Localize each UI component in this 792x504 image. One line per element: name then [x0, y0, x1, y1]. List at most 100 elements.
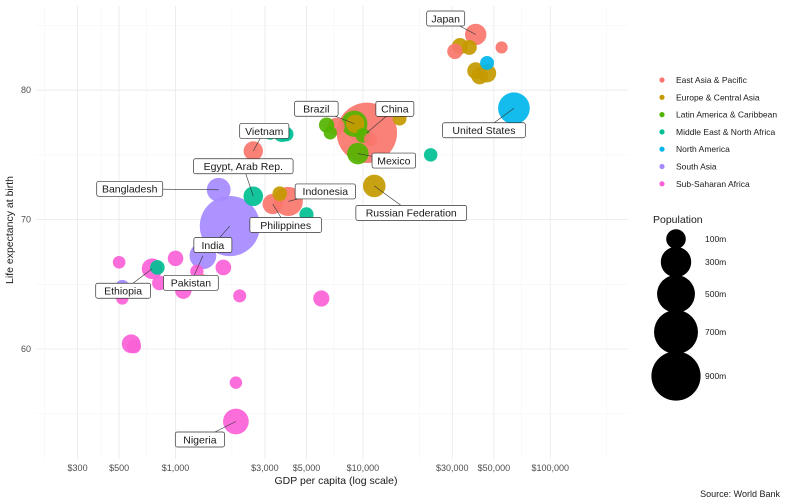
country-label: China	[366, 100, 415, 134]
y-tick-label: 80	[21, 85, 31, 95]
x-tick-label: $300	[68, 463, 88, 473]
country-label: Bangladesh	[96, 180, 219, 197]
label-box	[355, 205, 468, 221]
label-text: Vietnam	[245, 126, 284, 138]
data-point-mexico	[347, 142, 369, 165]
country-label: United States	[442, 108, 526, 139]
label-box	[294, 100, 339, 117]
size-legend-circle	[654, 310, 698, 354]
source-caption: Source: World Bank	[700, 489, 780, 499]
data-point	[272, 186, 288, 201]
data-point	[126, 339, 141, 354]
data-point	[152, 275, 167, 291]
label-text: India	[201, 240, 224, 252]
size-legend-label: 100m	[705, 234, 726, 244]
label-text: Russian Federation	[366, 208, 457, 220]
size-legend-label: 300m	[705, 257, 726, 267]
label-box	[371, 152, 417, 169]
label-text: Ethiopia	[104, 286, 142, 298]
legend-label: Middle East & North Africa	[676, 127, 775, 137]
country-label: India	[193, 225, 233, 253]
label-box	[426, 10, 466, 27]
label-box	[442, 122, 526, 139]
label-box	[193, 158, 294, 175]
legend-swatch	[659, 77, 665, 83]
label-text: China	[381, 104, 409, 116]
data-point	[323, 126, 337, 140]
y-tick-label: 70	[21, 215, 31, 225]
label-box	[174, 431, 225, 448]
label-text: Indonesia	[303, 186, 349, 198]
legend-label: East Asia & Pacific	[676, 75, 748, 85]
legend-swatch	[659, 94, 665, 100]
data-point	[461, 39, 477, 55]
axes: $300 $500 $1,000 $3,000 $5,000 $10,000 $30,000…	[21, 85, 569, 473]
size-legend-label: 700m	[705, 327, 726, 337]
size-legend-circle	[666, 229, 686, 249]
legend-label: Latin America & Caribbean	[676, 110, 777, 120]
country-label: Vietnam	[239, 123, 290, 152]
size-legend-circle	[657, 275, 695, 313]
data-point	[167, 250, 184, 267]
label-text: Mexico	[377, 155, 410, 167]
legend-label: Sub-Saharan Africa	[676, 179, 750, 189]
label-text: Bangladesh	[102, 184, 158, 196]
data-point	[112, 255, 126, 269]
legend-swatch	[659, 163, 665, 170]
x-tick-label: $100,000	[531, 463, 569, 473]
x-tick-label: $10,000	[347, 463, 380, 473]
size-legend-circle	[660, 246, 692, 278]
label-box	[193, 237, 233, 253]
data-point	[346, 114, 365, 133]
label-text: United States	[452, 125, 515, 137]
legend-swatch	[659, 181, 665, 187]
data-point	[229, 376, 243, 389]
size-legend-circle	[651, 351, 701, 401]
data-point	[233, 289, 247, 303]
legend-swatch	[659, 146, 665, 152]
population-legend: Population 100m 300m 500m 700m 900m	[651, 214, 726, 401]
data-point	[423, 148, 438, 162]
label-text: Brazil	[303, 104, 329, 116]
label-box	[294, 183, 356, 200]
country-label: Russian Federation	[355, 185, 468, 221]
legend-swatch	[659, 129, 665, 135]
legend-swatch	[659, 112, 665, 118]
country-label: Philippines	[249, 203, 322, 233]
label-box	[163, 274, 219, 291]
data-point	[495, 41, 508, 54]
data-point	[190, 264, 204, 278]
label-text: Japan	[431, 13, 460, 25]
x-tick-label: $1,000	[162, 463, 190, 473]
label-text: Egypt, Arab Rep.	[204, 161, 283, 173]
label-text: Pakistan	[171, 278, 211, 290]
label-box	[95, 282, 151, 299]
data-point	[215, 259, 232, 276]
label-box	[239, 123, 290, 139]
label-text: Philippines	[260, 220, 311, 232]
country-label: Brazil	[294, 100, 355, 125]
x-tick-label: $5,000	[293, 463, 321, 473]
label-box	[375, 100, 415, 117]
x-tick-label: $30,000	[436, 463, 469, 473]
data-point-nigeria	[223, 408, 249, 435]
legend-label: North America	[676, 144, 730, 154]
x-tick-label: $3,000	[251, 463, 279, 473]
country-label: Pakistan	[163, 255, 219, 291]
country-label: Mexico	[357, 152, 417, 169]
x-axis-title: GDP per capita (log scale)	[275, 475, 398, 487]
country-label: Egypt, Arab Rep.	[193, 158, 294, 197]
data-point	[467, 62, 485, 80]
region-legend: East Asia & Pacific Europe & Central Asia…	[659, 75, 777, 189]
x-tick-label: $50,000	[478, 463, 511, 473]
y-tick-label: 60	[21, 344, 31, 354]
population-legend-title: Population	[653, 214, 703, 226]
legend-label: South Asia	[676, 162, 717, 172]
label-text: Nigeria	[183, 434, 216, 446]
label-box	[96, 180, 164, 197]
country-label: Ethiopia	[95, 268, 153, 299]
size-legend-label: 500m	[705, 289, 726, 299]
